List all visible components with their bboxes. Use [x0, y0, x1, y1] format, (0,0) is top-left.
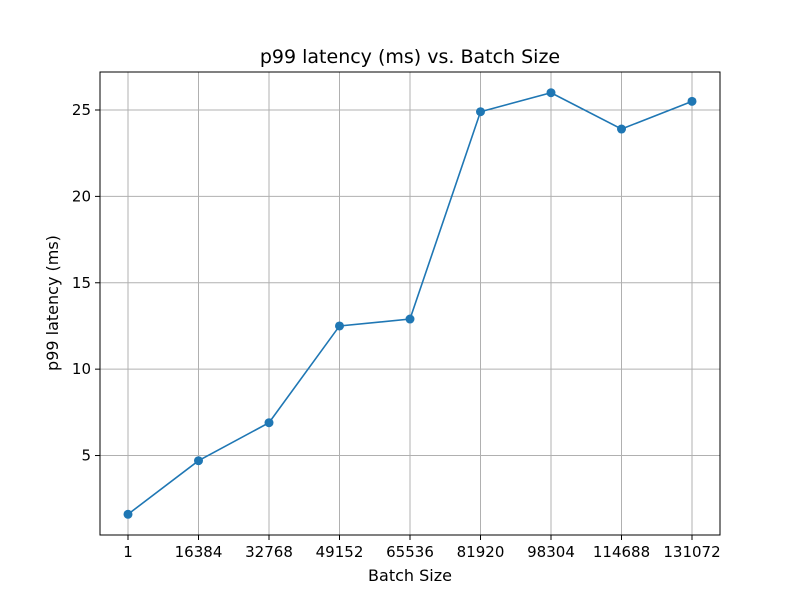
y-tick-label: 10 — [72, 360, 91, 378]
x-axis-label: Batch Size — [368, 566, 452, 585]
chart-title: p99 latency (ms) vs. Batch Size — [260, 46, 560, 68]
data-point — [476, 107, 485, 117]
data-point — [335, 321, 344, 331]
axis-ticks: 1 16384 32768 49152 65536 81920 98304 114688 131… — [72, 101, 721, 561]
data-point — [687, 96, 697, 106]
data-point — [194, 456, 203, 466]
data-point — [405, 314, 415, 324]
x-tick-label: 65536 — [386, 543, 434, 561]
data-point — [546, 88, 556, 98]
x-tick-label: 16384 — [175, 543, 223, 561]
x-tick-label: 49152 — [316, 543, 364, 561]
y-tick-label: 15 — [72, 274, 91, 292]
data-point — [264, 418, 274, 428]
series-group — [123, 88, 697, 519]
y-tick-label: 25 — [72, 101, 91, 119]
data-point — [123, 509, 133, 519]
gridlines — [100, 72, 720, 535]
x-tick-label: 81920 — [457, 543, 505, 561]
x-tick-label: 131072 — [663, 543, 720, 561]
x-tick-label: 98304 — [527, 543, 575, 561]
x-tick-label: 1 — [123, 543, 133, 561]
x-tick-label: 32768 — [245, 543, 293, 561]
y-tick-label: 20 — [72, 187, 91, 205]
y-tick-label: 5 — [81, 447, 91, 465]
x-tick-label: 114688 — [593, 543, 650, 561]
y-axis-label: p99 latency (ms) — [43, 235, 62, 371]
data-point — [617, 124, 626, 134]
